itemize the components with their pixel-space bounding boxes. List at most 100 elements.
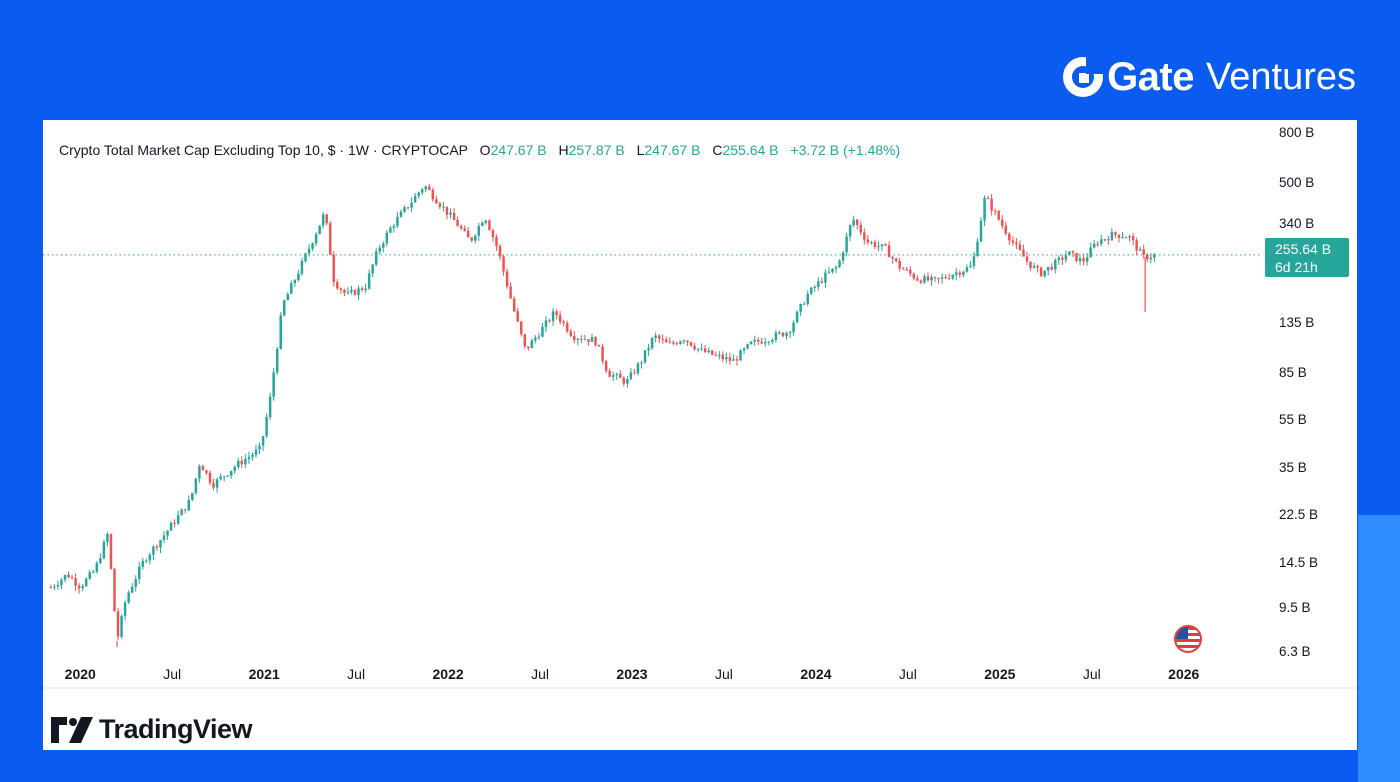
candle-body (495, 237, 498, 247)
candle-body (488, 220, 491, 231)
high-label: H (558, 142, 569, 158)
candle-body (947, 278, 951, 280)
candle-body (672, 342, 675, 344)
candle-body (95, 562, 99, 572)
y-tick-label: 135 B (1279, 315, 1315, 331)
candle-body (760, 341, 763, 344)
candle-body (633, 372, 636, 374)
candle-body (502, 256, 505, 272)
candle-body (827, 271, 831, 273)
candle-body (1004, 225, 1008, 234)
candle-body (668, 342, 672, 344)
candle-body (286, 293, 290, 301)
chart-panel: Crypto Total Market Cap Excluding Top 10… (43, 120, 1357, 750)
candle-body (512, 298, 516, 312)
y-tick-label: 500 B (1279, 175, 1315, 190)
candle-body (541, 326, 544, 337)
candle-body (491, 230, 495, 238)
candle-body (374, 251, 378, 265)
x-tick-label: 2023 (616, 666, 648, 682)
y-tick-label: 35 B (1279, 460, 1307, 476)
candle-body (304, 253, 307, 262)
candle-body (813, 286, 817, 288)
candle-body (1050, 266, 1053, 270)
candle-body (138, 566, 141, 580)
candle-body (937, 278, 940, 280)
close-label: C (712, 142, 723, 158)
candle-body (176, 515, 180, 524)
candle-body (74, 578, 77, 586)
brand-subtitle: Ventures (1206, 55, 1356, 98)
candle-body (597, 344, 601, 347)
candle-body (771, 339, 774, 342)
candle-body (675, 343, 679, 345)
tradingview-brand: TradingView (51, 714, 253, 745)
candle-body (795, 311, 799, 323)
candle-body (63, 575, 67, 580)
candle-body (707, 350, 710, 353)
candle-body (781, 332, 785, 337)
candle-body (604, 361, 608, 371)
x-tick-label: 2021 (248, 666, 280, 682)
low-label: L (636, 142, 645, 158)
candle-body (1018, 244, 1022, 250)
x-tick-label: 2022 (432, 666, 464, 682)
candle-body (237, 460, 240, 468)
candle-body (979, 220, 983, 242)
candle-body (385, 232, 389, 244)
candle-body (191, 493, 194, 500)
candle-body (226, 475, 229, 477)
candle-body (442, 206, 445, 208)
candle-body (1029, 261, 1032, 268)
candle-body (229, 470, 233, 476)
candle-body (481, 222, 484, 226)
candlestick-chart[interactable] (43, 120, 1357, 750)
candle-body (53, 586, 56, 588)
candle-body (682, 340, 686, 342)
candle-body (930, 277, 933, 281)
candle-body (1054, 260, 1057, 270)
candle-body (534, 337, 537, 341)
candle-body (1149, 257, 1153, 260)
candle-body (81, 586, 84, 589)
candle-body (353, 290, 357, 295)
candle-body (909, 269, 912, 274)
candle-body (346, 292, 350, 294)
x-tick-label: Jul (898, 666, 917, 682)
candle-body (459, 226, 463, 229)
candle-body (431, 190, 435, 200)
candle-body (201, 465, 205, 471)
candle-body (855, 219, 859, 225)
last-price-value: 255.64 B (1275, 241, 1332, 257)
candle-body (725, 357, 728, 360)
candle-body (321, 214, 325, 226)
candle-body (396, 216, 399, 226)
candle-body (311, 243, 314, 249)
candle-body (558, 315, 562, 322)
candle-body (1107, 239, 1110, 241)
us-flag-icon[interactable] (1174, 625, 1202, 653)
candle-body (99, 558, 102, 563)
candle-body (622, 377, 626, 384)
candle-body (841, 252, 845, 261)
candle-body (537, 336, 541, 338)
candle-body (60, 579, 63, 586)
candle-body (901, 268, 905, 270)
candle-body (686, 340, 689, 343)
candle-body (463, 228, 466, 231)
candle-body (84, 578, 88, 587)
candle-body (894, 258, 898, 261)
candle-body (187, 499, 191, 511)
candle-body (665, 339, 668, 343)
candle-body (389, 227, 392, 233)
candle-body (293, 279, 297, 284)
candle-body (56, 585, 60, 587)
candle-body (406, 207, 410, 209)
candle-body (413, 195, 417, 203)
candle-body (1092, 243, 1096, 248)
y-tick-label: 22.5 B (1279, 507, 1319, 523)
candle-body (307, 248, 311, 254)
candle-body (336, 281, 339, 289)
candle-body (640, 362, 643, 364)
candle-body (834, 267, 838, 269)
